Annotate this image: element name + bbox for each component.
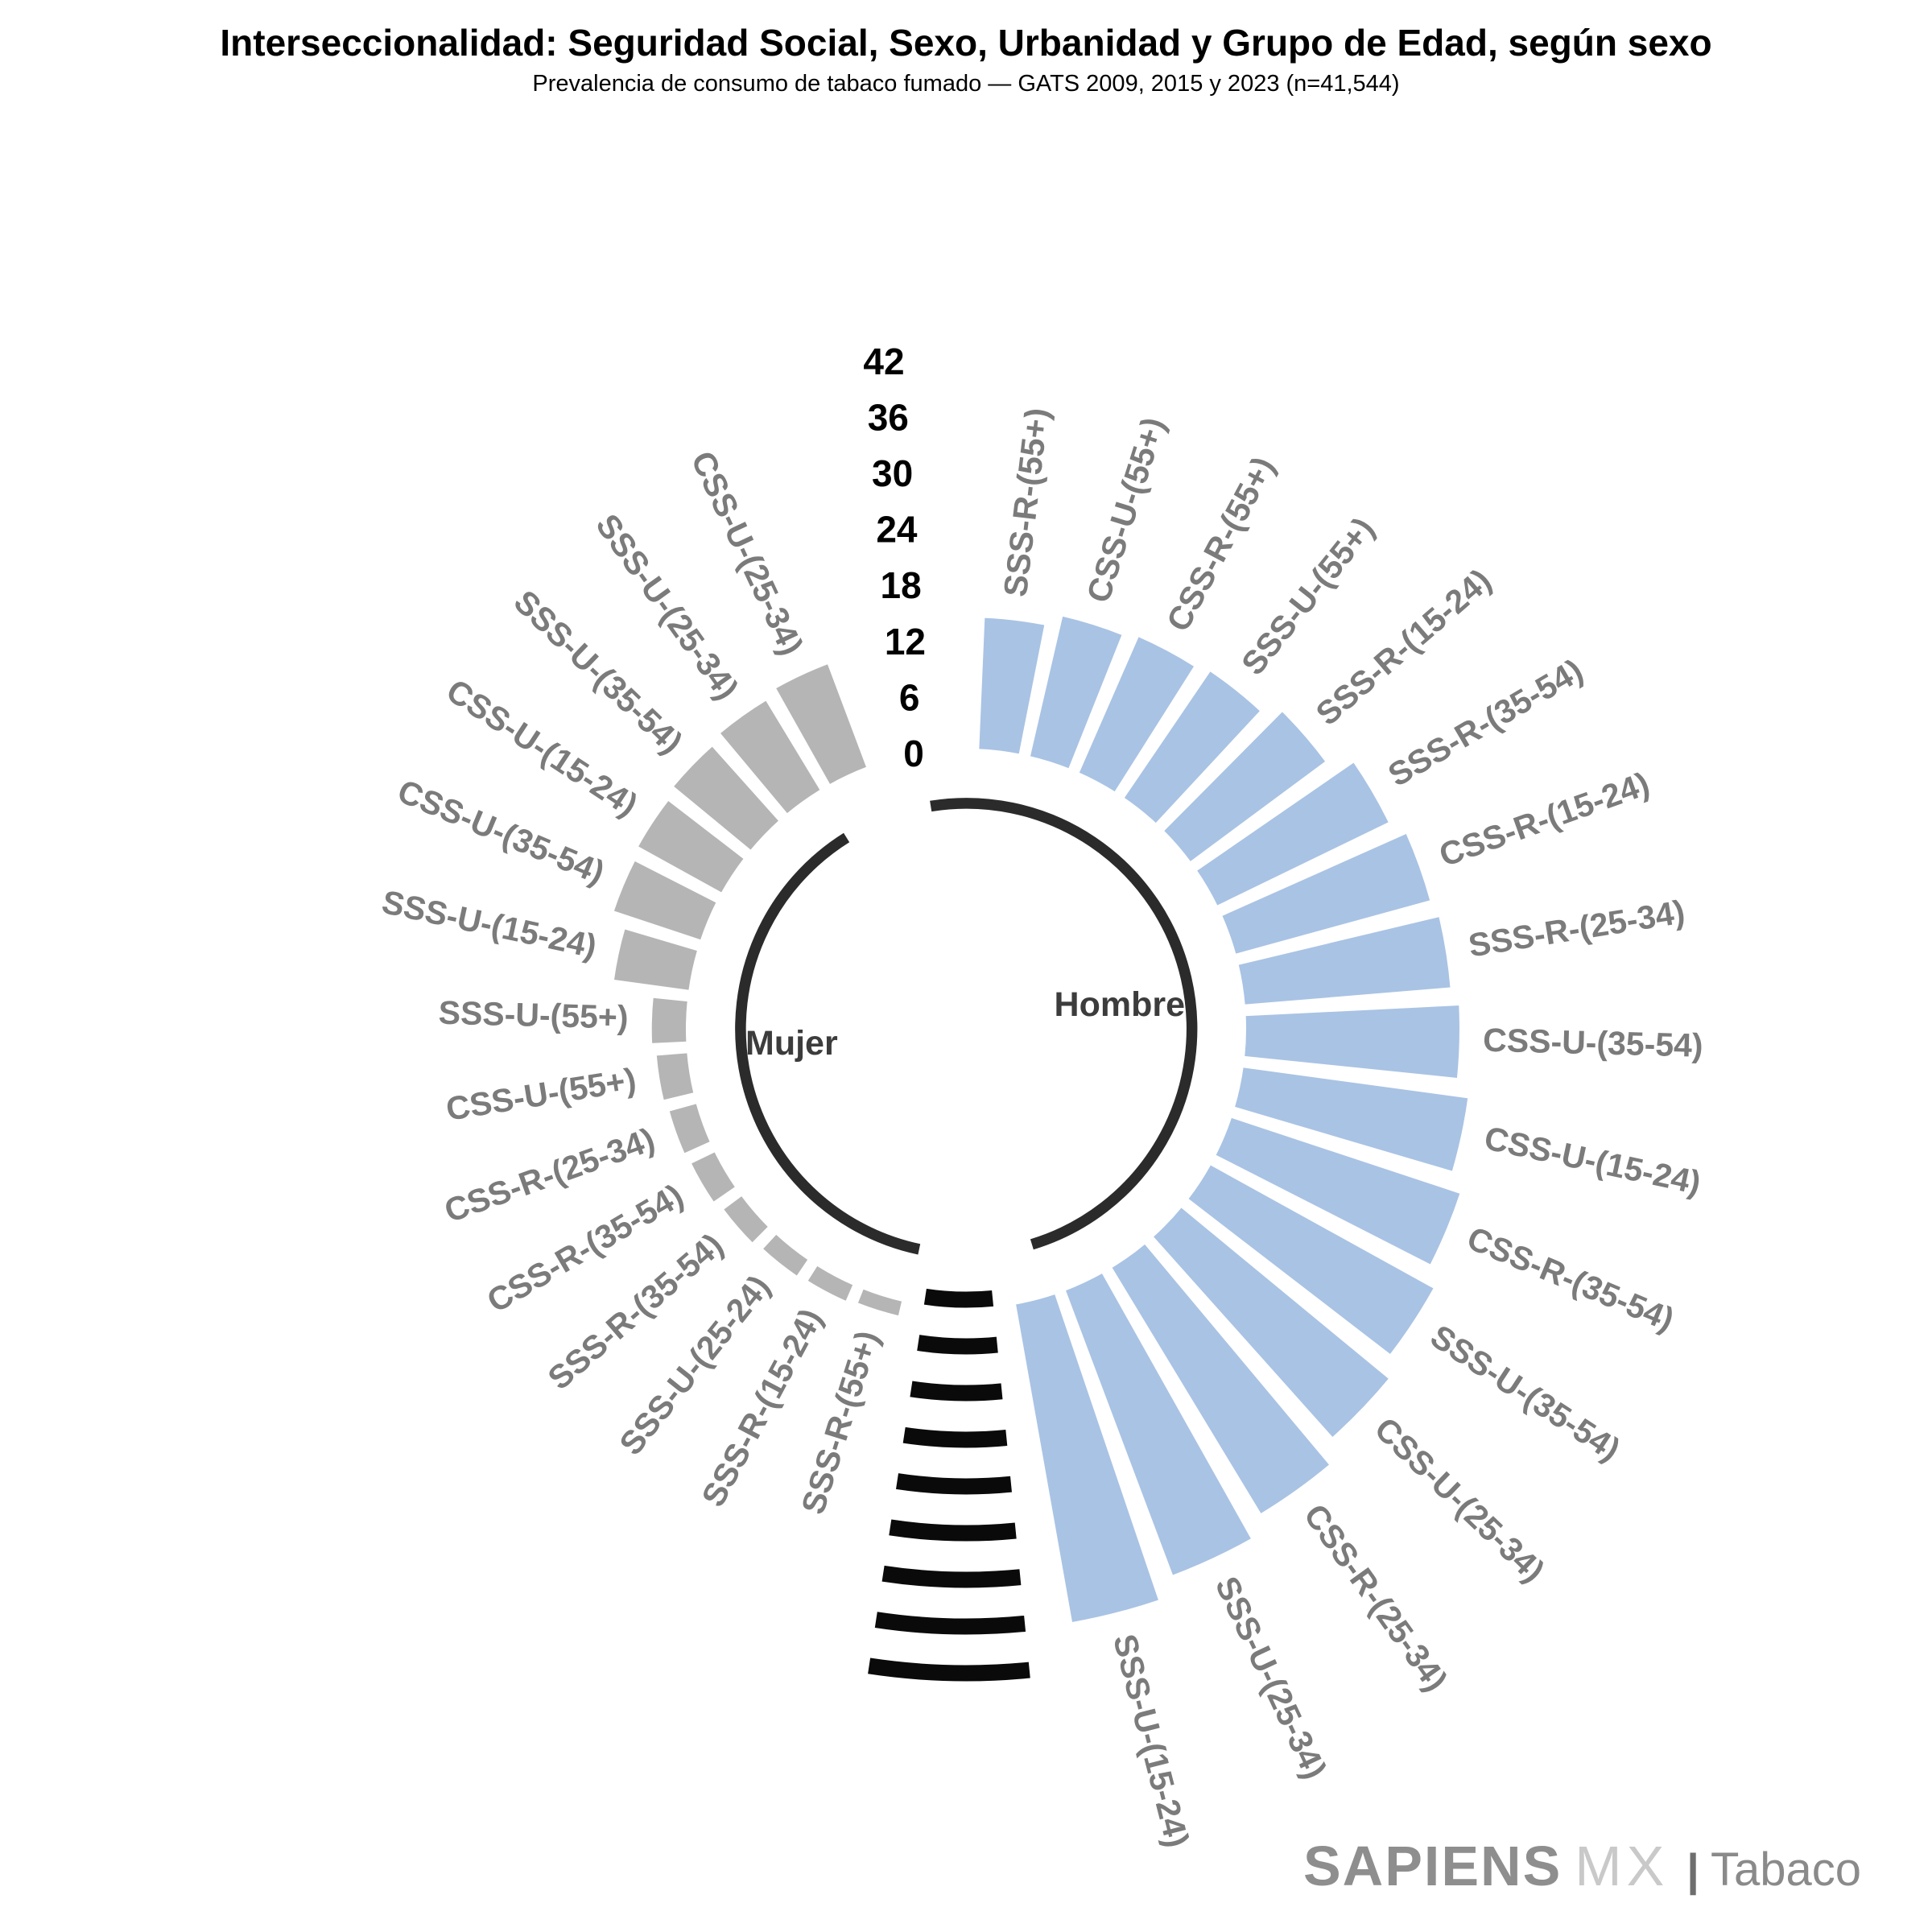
logo-divider: | bbox=[1686, 1844, 1699, 1895]
bar-wedge bbox=[670, 743, 782, 853]
logo-brand2-text: MX bbox=[1575, 1835, 1670, 1897]
dash-tick bbox=[868, 1657, 1030, 1682]
bar-wedge bbox=[1013, 1291, 1162, 1625]
dash-tick bbox=[881, 1565, 1022, 1588]
chart-subtitle: Prevalencia de consumo de tabaco fumado … bbox=[532, 71, 1400, 97]
dash-tick bbox=[917, 1335, 998, 1355]
bar-label: CSS-R-(55+) bbox=[1159, 451, 1282, 638]
brand-logo: SAPIENS MX | Tabaco bbox=[1303, 1834, 1861, 1898]
dash-tick bbox=[923, 1288, 994, 1308]
bar-wedge bbox=[654, 1051, 696, 1103]
bar-label: SSS-U-(55+) bbox=[438, 994, 629, 1036]
bar-wedge bbox=[667, 1100, 713, 1157]
axis-tick-label: 18 bbox=[881, 564, 922, 606]
bar-label: SSS-U-(15-24) bbox=[1106, 1630, 1196, 1851]
bars-mujer bbox=[611, 661, 905, 1319]
bar-label: SSS-R-(55+) bbox=[997, 406, 1056, 599]
axis-tick-label: 6 bbox=[899, 676, 920, 718]
logo-product-text: Tabaco bbox=[1710, 1843, 1861, 1896]
bar-label: CSS-U-(25-34) bbox=[1368, 1410, 1552, 1590]
bar-wedge bbox=[1075, 634, 1198, 795]
inner-arc-mujer bbox=[735, 832, 921, 1255]
axis-tick-label: 36 bbox=[868, 396, 909, 438]
dash-tick bbox=[889, 1519, 1017, 1542]
bar-wedge bbox=[1161, 708, 1329, 865]
bar-wedge bbox=[804, 1262, 857, 1304]
bar-label: CSS-U-(55+) bbox=[1080, 413, 1172, 607]
bar-wedge bbox=[759, 1231, 811, 1279]
bar-wedge bbox=[1027, 613, 1125, 772]
bar-wedge bbox=[855, 1286, 905, 1319]
sex-label-hombre: Hombre bbox=[1055, 985, 1185, 1024]
bar-label: CSS-R-(35-54) bbox=[1462, 1220, 1679, 1339]
bar-wedge bbox=[1212, 1115, 1463, 1268]
bottom-dash-ticks bbox=[868, 1288, 1030, 1682]
dash-tick bbox=[874, 1612, 1026, 1635]
bar-wedge bbox=[649, 995, 690, 1046]
axis-tick-label: 24 bbox=[876, 509, 918, 551]
bar-label: CSS-U-(55+) bbox=[444, 1061, 638, 1128]
bar-wedge bbox=[1185, 1162, 1437, 1358]
bar-label: SSS-R-(35-54) bbox=[1382, 651, 1589, 794]
bar-wedge bbox=[1121, 668, 1264, 827]
dash-tick bbox=[910, 1381, 1003, 1402]
bar-label: CSS-R-(15-24) bbox=[1435, 765, 1654, 873]
bar-label: SSS-U-(15-24) bbox=[378, 883, 600, 965]
bar-label: SSS-U-(25-34) bbox=[1208, 1571, 1334, 1784]
bar-label: SSS-R-(25-34) bbox=[1466, 893, 1687, 964]
bar-wedge bbox=[1236, 914, 1453, 1007]
sex-label-mujer: Mujer bbox=[745, 1024, 838, 1063]
dash-tick bbox=[895, 1473, 1012, 1495]
bar-wedge bbox=[1242, 1002, 1462, 1081]
bars-hombre bbox=[976, 613, 1471, 1625]
bar-wedge bbox=[1063, 1270, 1254, 1579]
bar-wedge bbox=[720, 1192, 771, 1246]
bar-wedge bbox=[1150, 1204, 1393, 1441]
dash-tick bbox=[902, 1426, 1008, 1448]
bar-wedge bbox=[611, 857, 720, 943]
bar-wedge bbox=[635, 797, 747, 896]
axis-tick-label: 42 bbox=[863, 341, 904, 382]
logo-brand-text: SAPIENS bbox=[1302, 1835, 1563, 1897]
axis-tick-label: 0 bbox=[903, 733, 924, 774]
bar-wedge bbox=[611, 926, 700, 993]
inner-arc-hombre bbox=[930, 798, 1198, 1250]
chart-title: Interseccionalidad: Seguridad Social, Se… bbox=[220, 22, 1712, 64]
radial-axis-labels: 42 36 30 24 18 12 6 0 bbox=[863, 341, 926, 774]
axis-tick-label: 12 bbox=[885, 621, 926, 663]
bar-wedge bbox=[1232, 1065, 1471, 1174]
bar-wedge bbox=[976, 615, 1047, 757]
bar-wedge bbox=[1108, 1241, 1333, 1517]
bar-wedge bbox=[688, 1149, 738, 1205]
bar-label: SSS-U-(55+) bbox=[1234, 510, 1381, 682]
bar-label: CSS-U-(35-54) bbox=[1483, 1022, 1704, 1064]
bar-label: CSS-U-(15-24) bbox=[1481, 1119, 1704, 1201]
bar-wedge bbox=[773, 661, 869, 787]
bar-wedge bbox=[1194, 759, 1392, 909]
bar-wedge bbox=[1219, 831, 1433, 957]
bar-wedge bbox=[716, 697, 824, 817]
axis-tick-label: 30 bbox=[872, 452, 913, 494]
bar-label: SSS-U-(35-54) bbox=[1424, 1318, 1627, 1468]
bar-label: CSS-R-(25-34) bbox=[1297, 1497, 1455, 1698]
